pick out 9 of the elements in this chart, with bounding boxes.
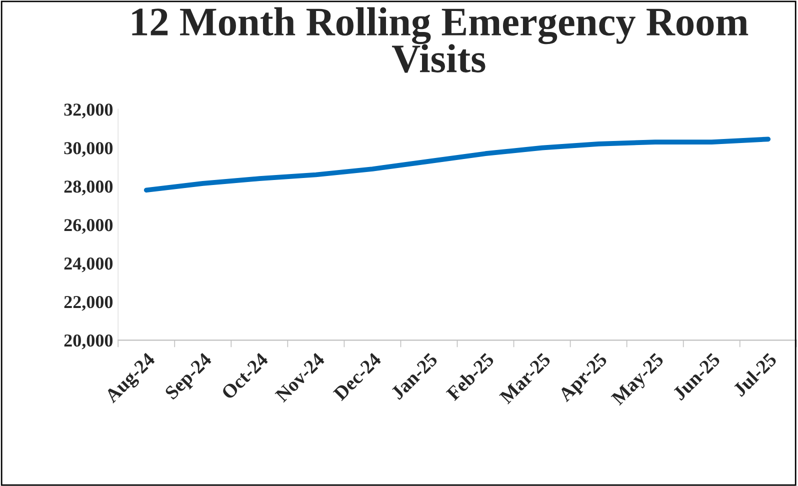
y-tick-label: 22,000: [64, 296, 113, 311]
y-tick-label: 32,000: [64, 104, 113, 118]
y-tick-label: 24,000: [64, 258, 113, 272]
y-tick-label: 20,000: [64, 334, 113, 350]
chart-title: 12 Month Rolling Emergency Room Visits: [132, 7, 748, 73]
y-tick-label: 26,000: [64, 219, 113, 234]
y-tick-label: 30,000: [64, 142, 113, 157]
line-series: [144, 136, 771, 193]
y-tick-label: 28,000: [64, 180, 113, 196]
